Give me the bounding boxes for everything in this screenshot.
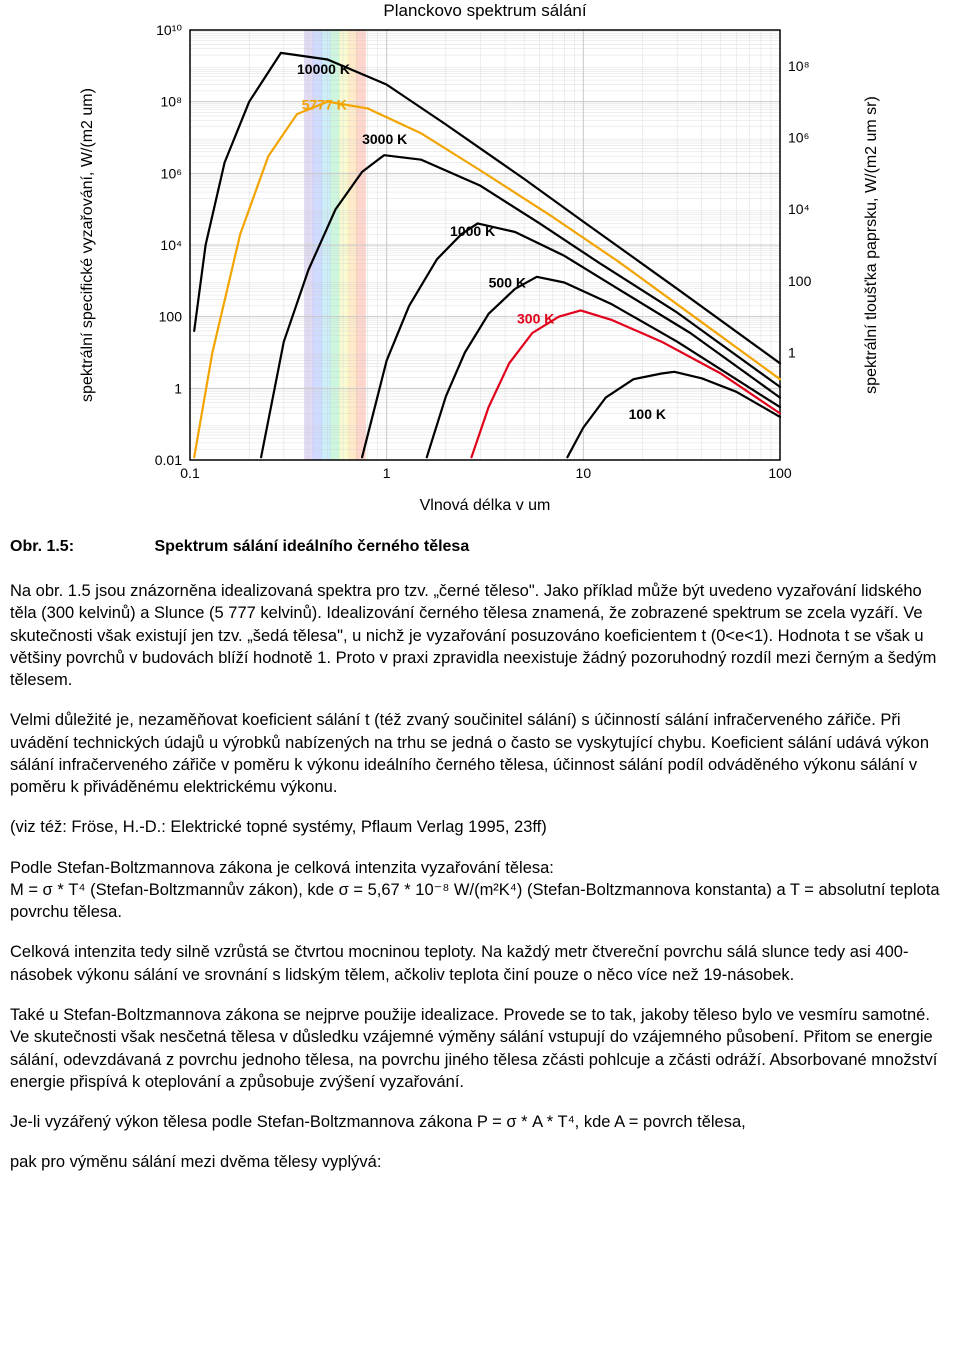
svg-text:10⁸: 10⁸ xyxy=(788,58,810,74)
svg-text:10000 K: 10000 K xyxy=(297,61,350,77)
planck-spectrum-chart: 10000 K 5777 K 3000 K 1000 K 500 K 300 K 100 K… xyxy=(70,0,890,520)
svg-text:1: 1 xyxy=(383,465,391,481)
paragraph-6: Také u Stefan-Boltzmannova zákona se nej… xyxy=(10,1004,950,1093)
svg-text:10¹⁰: 10¹⁰ xyxy=(156,22,182,38)
svg-text:1000 K: 1000 K xyxy=(450,223,495,239)
paragraph-1: Na obr. 1.5 jsou znázorněna idealizovaná… xyxy=(10,580,950,691)
svg-text:spektrální tloušťka paprsku, W: spektrální tloušťka paprsku, W/(m2 um sr… xyxy=(863,96,880,394)
svg-text:10⁴: 10⁴ xyxy=(160,237,182,253)
svg-text:1: 1 xyxy=(174,380,182,396)
figure-caption: Spektrum sálání ideálního černého tělesa xyxy=(154,538,469,555)
svg-text:10⁶: 10⁶ xyxy=(788,130,809,146)
svg-text:300 K: 300 K xyxy=(517,310,554,326)
paragraph-2: Velmi důležité je, nezaměňovat koeficien… xyxy=(10,709,950,798)
svg-text:100: 100 xyxy=(159,309,183,325)
svg-text:10⁶: 10⁶ xyxy=(161,165,182,181)
svg-text:100 K: 100 K xyxy=(629,406,666,422)
paragraph-7: Je-li vyzářený výkon tělesa podle Stefan… xyxy=(10,1111,950,1133)
svg-text:1: 1 xyxy=(788,345,796,361)
svg-text:100: 100 xyxy=(768,465,792,481)
svg-text:0.01: 0.01 xyxy=(155,452,182,468)
svg-text:100: 100 xyxy=(788,273,812,289)
figure-number: Obr. 1.5: xyxy=(10,538,150,556)
svg-text:spektrální specifické vyzařová: spektrální specifické vyzařování, W/(m2 … xyxy=(79,88,96,402)
paragraph-8: pak pro výměnu sálání mezi dvěma tělesy … xyxy=(10,1151,950,1173)
svg-text:500 K: 500 K xyxy=(489,275,526,291)
paragraph-3: (viz též: Fröse, H.-D.: Elektrické topné… xyxy=(10,816,950,838)
figure-caption-line: Obr. 1.5: Spektrum sálání ideálního čern… xyxy=(10,538,950,556)
paragraph-4: Podle Stefan-Boltzmannova zákona je celk… xyxy=(10,857,950,924)
svg-text:Vlnová délka v um: Vlnová délka v um xyxy=(420,497,551,514)
svg-text:5777 K: 5777 K xyxy=(302,97,347,113)
para4-line2: M = σ * T⁴ (Stefan-Boltzmannův zákon), k… xyxy=(10,881,940,921)
svg-text:Planckovo spektrum sálání: Planckovo spektrum sálání xyxy=(383,1,586,20)
svg-text:10⁴: 10⁴ xyxy=(788,201,810,217)
svg-text:10⁸: 10⁸ xyxy=(161,94,183,110)
paragraph-5: Celková intenzita tedy silně vzrůstá se … xyxy=(10,941,950,986)
svg-text:3000 K: 3000 K xyxy=(362,131,407,147)
svg-text:10: 10 xyxy=(576,465,592,481)
svg-text:0.1: 0.1 xyxy=(180,465,200,481)
para4-line1: Podle Stefan-Boltzmannova zákona je celk… xyxy=(10,859,554,877)
